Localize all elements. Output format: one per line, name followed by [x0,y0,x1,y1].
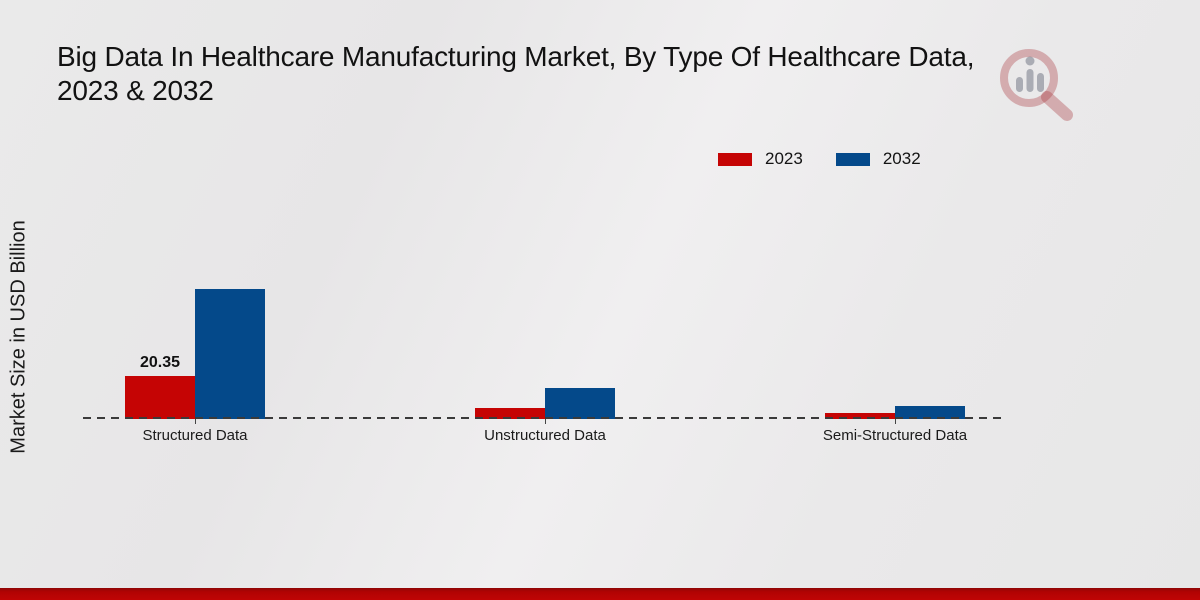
legend-swatch-2023 [718,152,752,166]
bar-2023-structured-data [125,376,195,419]
x-axis-tick-structured-data [194,419,196,424]
category-label-semi-structured-data: Semi-Structured Data [822,427,968,444]
legend-item-2023: 2023 [718,149,803,169]
bar-2032-unstructured-data [545,388,615,419]
bar-2032-structured-data [195,289,265,419]
bar-2023-semi-structured-data [825,413,895,419]
legend-label-2023: 2023 [765,149,803,168]
chart-title-line2: 2023 & 2032 [57,75,214,106]
chart-title: Big Data In Healthcare Manufacturing Mar… [57,40,1177,108]
x-axis-tick-unstructured-data [544,419,546,424]
bar-2023-unstructured-data [475,408,545,419]
y-axis-label: Market Size in USD Billion [7,220,30,454]
category-label-structured-data: Structured Data [142,427,248,444]
category-label-unstructured-data: Unstructured Data [484,427,606,444]
x-axis-tick-semi-structured-data [894,419,896,424]
legend-swatch-2032 [835,152,870,166]
footer-red-band [0,588,1200,600]
market-research-magnifier-logo-icon [1000,49,1073,121]
legend-item-2032: 2032 [835,149,921,169]
legend: 2023 2032 [718,149,921,169]
bar-2032-semi-structured-data [895,406,965,419]
legend-label-2032: 2032 [882,149,921,168]
bar-value-label: 20.35 [139,354,181,371]
chart-title-line1: Big Data In Healthcare Manufacturing Mar… [57,41,975,72]
x-axis-zero-line [83,417,1007,419]
